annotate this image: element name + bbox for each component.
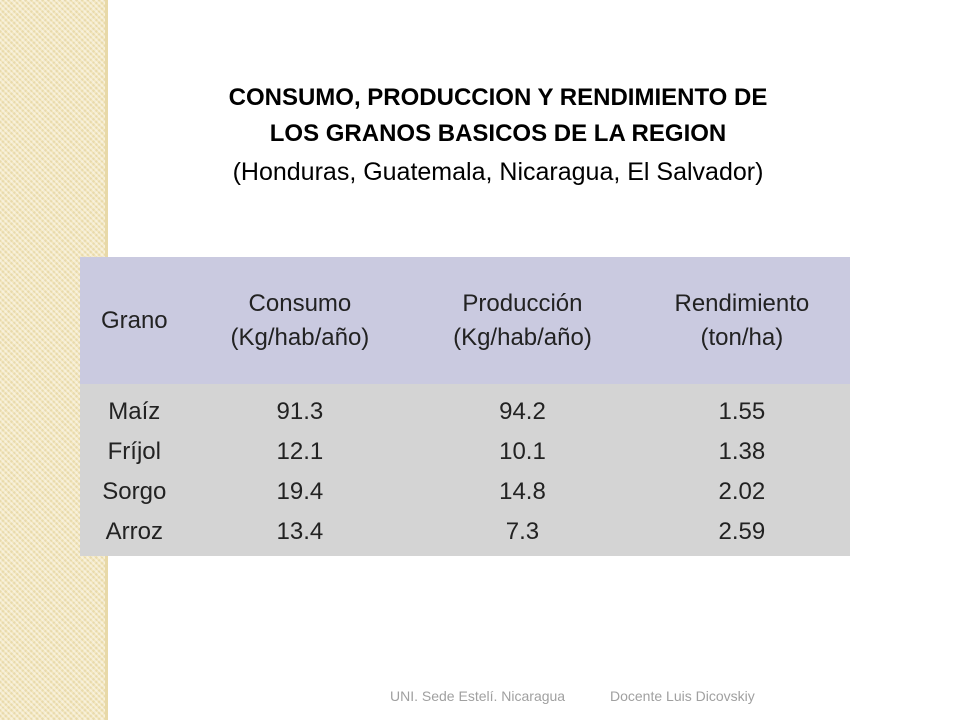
table-row: Sorgo 19.4 14.8 2.02 xyxy=(80,472,850,512)
subtitle: (Honduras, Guatemala, Nicaragua, El Salv… xyxy=(232,158,764,186)
table-cell: 91.3 xyxy=(188,384,412,432)
data-table: Grano Consumo (Kg/hab/año) Producción (Kg/… xyxy=(80,257,850,556)
table-cell: 1.38 xyxy=(633,432,850,472)
table-cell: 2.59 xyxy=(633,512,850,556)
table-cell: 14.8 xyxy=(411,472,634,512)
table-row: Maíz 91.3 94.2 1.55 xyxy=(80,384,850,432)
table-cell: 7.3 xyxy=(411,512,634,556)
title-line: CONSUMO, PRODUCCION Y RENDIMIENTO DE xyxy=(228,84,768,111)
table-cell: 13.4 xyxy=(188,512,412,556)
table-cell: 10.1 xyxy=(411,432,634,472)
title-line: LOS GRANOS BASICOS DE LA REGION xyxy=(269,120,727,147)
header-cell: Consumo (Kg/hab/año) xyxy=(188,257,412,384)
table-cell: Arroz xyxy=(80,512,189,556)
footer-text: UNI. Sede Estelí. Nicaragua xyxy=(390,688,566,704)
table-cell: 2.02 xyxy=(633,472,850,512)
header-cell: Grano xyxy=(80,257,189,384)
table-cell: 1.55 xyxy=(633,384,850,432)
header-row: Grano Consumo (Kg/hab/año) Producción (Kg/… xyxy=(80,257,850,384)
table-body: Maíz 91.3 94.2 1.55 Fríjol 12.1 10.1 1.38 Sorgo 1… xyxy=(80,384,850,556)
table-cell: 19.4 xyxy=(188,472,412,512)
header-cell: Rendimiento (ton/ha) xyxy=(633,257,850,384)
table-row: Arroz 13.4 7.3 2.59 xyxy=(80,512,850,556)
table-cell: Fríjol xyxy=(80,432,189,472)
table-cell: 12.1 xyxy=(188,432,412,472)
header-cell: Producción (Kg/hab/año) xyxy=(411,257,634,384)
footer-text: Docente Luis Dicovskiy xyxy=(610,688,755,704)
table-cell: Sorgo xyxy=(80,472,189,512)
table-cell: Maíz xyxy=(80,384,189,432)
table-cell: 94.2 xyxy=(411,384,634,432)
table-row: Fríjol 12.1 10.1 1.38 xyxy=(80,432,850,472)
